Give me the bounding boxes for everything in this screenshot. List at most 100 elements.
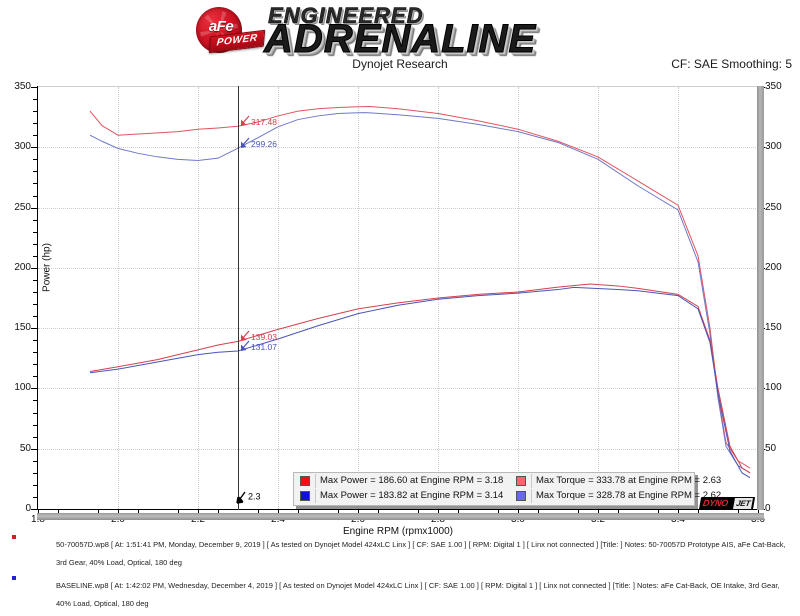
gridline-vertical [358, 87, 359, 509]
y-tick-label-right: 150 [765, 322, 782, 334]
readout-arrow-icon [241, 340, 250, 351]
y-tick [31, 388, 37, 390]
cursor-vertical-line[interactable] [238, 86, 239, 510]
cursor-rpm-value: 2.3 [248, 491, 261, 502]
y-tick-minor [33, 484, 37, 486]
x-tick [758, 509, 759, 516]
y-tick-minor [33, 159, 37, 161]
dynojet-logo-jet: JET [733, 498, 753, 509]
y-tick-minor [33, 352, 37, 354]
footnote-row: BASELINE.wp8 [ At: 1:42:02 PM, Wednesday… [0, 575, 800, 611]
x-tick-minor [738, 509, 739, 514]
y-tick-minor [33, 436, 37, 438]
x-tick-minor [578, 509, 579, 514]
x-tick [678, 509, 679, 516]
x-tick [278, 509, 279, 516]
y-tick-label-right: 100 [765, 382, 782, 394]
adrenaline-wordmark: ADRENALINE [263, 17, 537, 61]
x-tick-minor [58, 509, 59, 514]
footnote-bullet-icon [12, 576, 16, 580]
x-tick-minor [378, 509, 379, 514]
chart-legend[interactable]: Max Power = 186.60 at Engine RPM = 3.18 … [293, 472, 721, 506]
y-tick-label: 250 [14, 201, 31, 213]
x-tick [598, 509, 599, 516]
legend-item-max-power-red[interactable]: Max Power = 186.60 at Engine RPM = 3.18 [294, 473, 510, 488]
dynojet-logo-dyno: DYNO [702, 498, 729, 508]
chart-subtitle: Dynojet Research [352, 57, 448, 71]
x-tick-minor [178, 509, 179, 514]
footnote-text: BASELINE.wp8 [ At: 1:42:02 PM, Wednesday… [56, 581, 780, 608]
y-tick-minor [33, 135, 37, 137]
y-tick-minor [33, 171, 37, 173]
correction-factor-label: CF: SAE Smoothing: 5 [671, 57, 792, 71]
readout-value: 299.26 [251, 139, 277, 150]
y-tick-minor [33, 496, 37, 498]
x-tick-minor [498, 509, 499, 514]
cursor-arrow-icon [236, 491, 246, 504]
y-tick-label: 100 [14, 382, 31, 394]
y-tick-minor [33, 304, 37, 306]
y-tick-label-right: 350 [765, 81, 782, 92]
x-tick-minor [138, 509, 139, 514]
cursor-rpm-marker: 2.3 [236, 490, 261, 504]
dyno-chart-plot[interactable]: 0 50 100 150 200 250 300 350 0 50 100 150 200 250 300… [14, 81, 781, 537]
y-tick [31, 147, 37, 149]
y-tick-label-right: 200 [765, 261, 782, 273]
cursor-readout: 131.07 [240, 340, 277, 352]
x-tick-minor [658, 509, 659, 514]
gridline-horizontal [38, 388, 758, 390]
y-tick-minor [33, 472, 37, 474]
y-tick-minor [33, 340, 37, 342]
legend-item-max-torque-blue[interactable]: Max Torque = 328.78 at Engine RPM = 2.62 [510, 488, 721, 503]
y-tick-minor [33, 376, 37, 378]
footnote-bullet-icon [12, 535, 16, 539]
run-footnotes: 50-70057D.wp8 [ At: 1:51:41 PM, Monday, … [0, 534, 800, 616]
cursor-readout: 299.26 [240, 137, 277, 149]
y-tick-label-right: 250 [765, 201, 782, 213]
x-tick-minor [458, 509, 459, 514]
y-tick-minor [33, 412, 37, 414]
y-tick-minor [33, 123, 37, 125]
gridline-horizontal [38, 448, 758, 450]
y-tick [31, 448, 37, 450]
x-tick-minor [538, 509, 539, 514]
gridline-horizontal [38, 207, 758, 209]
x-tick [198, 509, 199, 516]
x-tick [438, 509, 439, 516]
bottom-border-strip [37, 513, 764, 520]
x-tick-minor [618, 509, 619, 514]
y-tick-label: 350 [14, 81, 31, 92]
curve-50-70057d-torque [89, 106, 751, 469]
footnote-row: 50-70057D.wp8 [ At: 1:51:41 PM, Monday, … [0, 534, 800, 570]
readout-value: 317.48 [251, 117, 277, 128]
y-tick-minor [33, 231, 37, 233]
gridline-vertical [118, 87, 119, 509]
y-tick-minor [33, 195, 37, 197]
readout-arrow-icon [241, 330, 250, 342]
x-tick-minor [418, 509, 419, 514]
axis-bottom-line [37, 509, 759, 510]
y-tick [31, 328, 37, 330]
readout-value: 139.03 [251, 332, 277, 343]
legend-item-max-torque-red[interactable]: Max Torque = 333.78 at Engine RPM = 2.63 [510, 473, 721, 488]
afe-badge-icon: aFe POWER [190, 6, 266, 54]
x-tick-minor [98, 509, 99, 514]
gridline-horizontal [38, 147, 758, 149]
y-tick-minor [33, 460, 37, 462]
y-tick [31, 87, 37, 88]
y-tick-label: 200 [14, 261, 31, 273]
y-tick [31, 509, 37, 510]
y-tick-minor [33, 316, 37, 318]
y-tick-minor [33, 219, 37, 221]
y-tick-minor [33, 279, 37, 281]
afe-circle-icon [196, 7, 242, 53]
y-tick-label-right: 0 [765, 503, 771, 514]
y-tick-label: 0 [25, 503, 31, 514]
legend-row: Max Power = 186.60 at Engine RPM = 3.18 … [294, 473, 721, 488]
x-tick-minor [338, 509, 339, 514]
y-tick-label-right: 50 [765, 442, 777, 454]
legend-item-max-power-blue[interactable]: Max Power = 183.82 at Engine RPM = 3.14 [294, 488, 510, 503]
axis-left-line [37, 86, 38, 510]
x-tick [118, 509, 119, 516]
legend-row: Max Power = 183.82 at Engine RPM = 3.14 … [294, 488, 721, 503]
